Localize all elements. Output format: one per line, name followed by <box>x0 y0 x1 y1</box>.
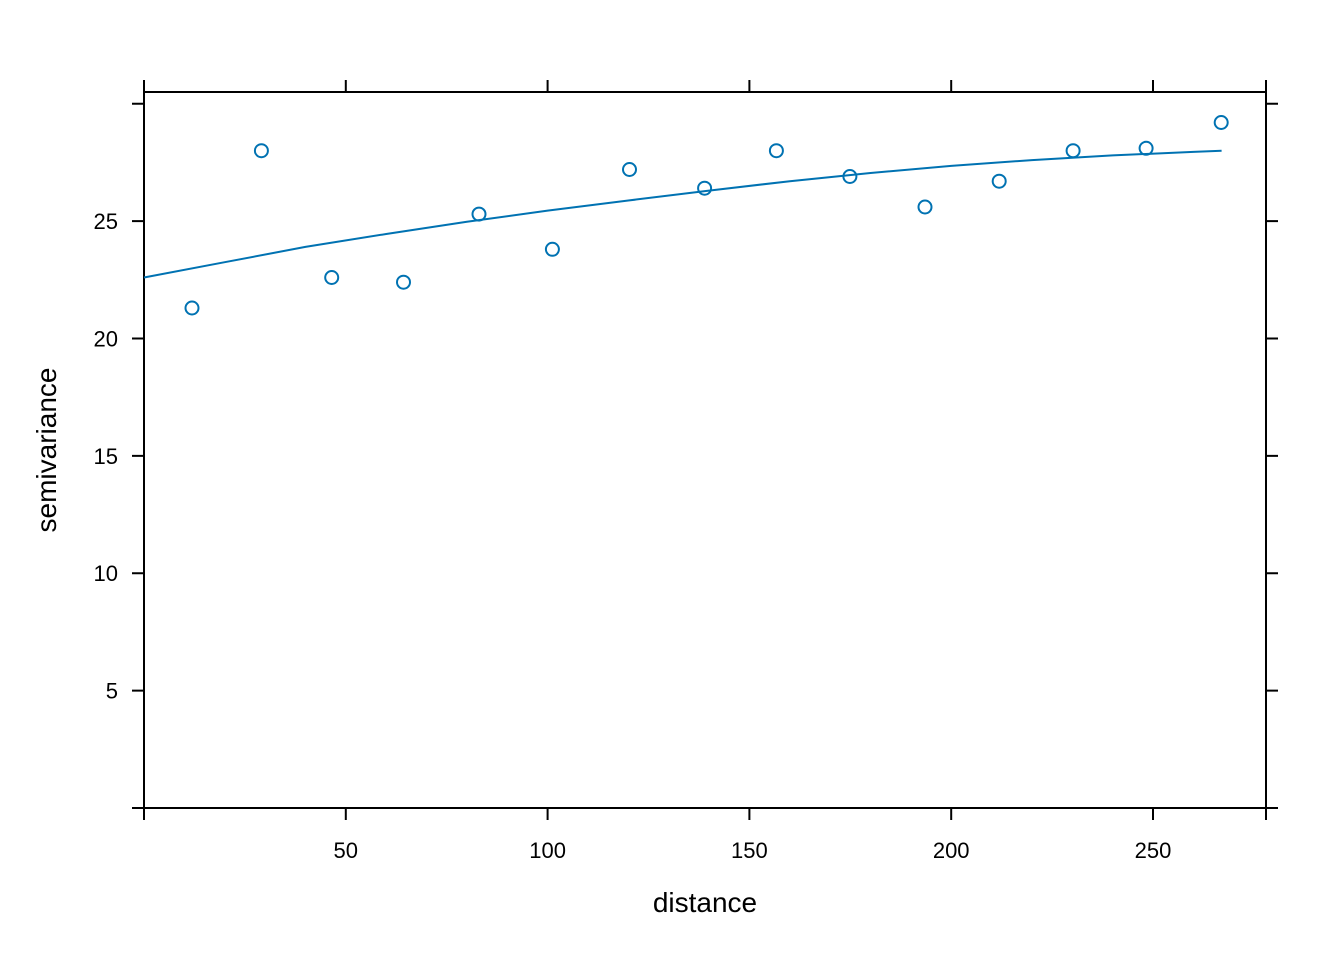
data-point <box>991 173 1007 189</box>
data-point <box>1213 115 1229 130</box>
fitted-model-line <box>143 149 1222 279</box>
data-point <box>471 206 487 222</box>
y-tick-label: 25 <box>94 209 118 234</box>
data-point <box>842 169 858 184</box>
y-tick-label: 5 <box>106 679 118 704</box>
x-tick-label: 150 <box>731 838 768 863</box>
y-axis-title: semivariance <box>31 368 62 533</box>
data-point <box>253 143 269 159</box>
data-point <box>544 241 560 257</box>
axis-ticks <box>132 80 1278 820</box>
data-point <box>697 180 713 196</box>
data-point <box>622 162 637 177</box>
fitted-model-layer <box>143 149 1222 279</box>
y-tick-label: 20 <box>94 326 118 351</box>
data-point <box>1138 140 1154 156</box>
data-point <box>768 143 784 159</box>
x-tick-label: 250 <box>1135 838 1172 863</box>
empirical-points-layer <box>184 115 1229 316</box>
y-tick-label: 10 <box>94 561 118 586</box>
x-axis-title: distance <box>653 887 757 918</box>
y-tick-label: 15 <box>94 444 118 469</box>
data-point <box>1065 143 1081 159</box>
data-point <box>917 199 933 215</box>
data-point <box>184 300 200 316</box>
x-tick-label: 200 <box>933 838 970 863</box>
plot-frame <box>143 91 1267 809</box>
axis-tick-labels: 50 100 150 200 250 5 10 15 20 25 <box>94 209 1172 863</box>
x-tick-label: 100 <box>529 838 566 863</box>
data-point <box>396 274 411 290</box>
x-tick-label: 50 <box>334 838 358 863</box>
data-point <box>324 270 340 285</box>
